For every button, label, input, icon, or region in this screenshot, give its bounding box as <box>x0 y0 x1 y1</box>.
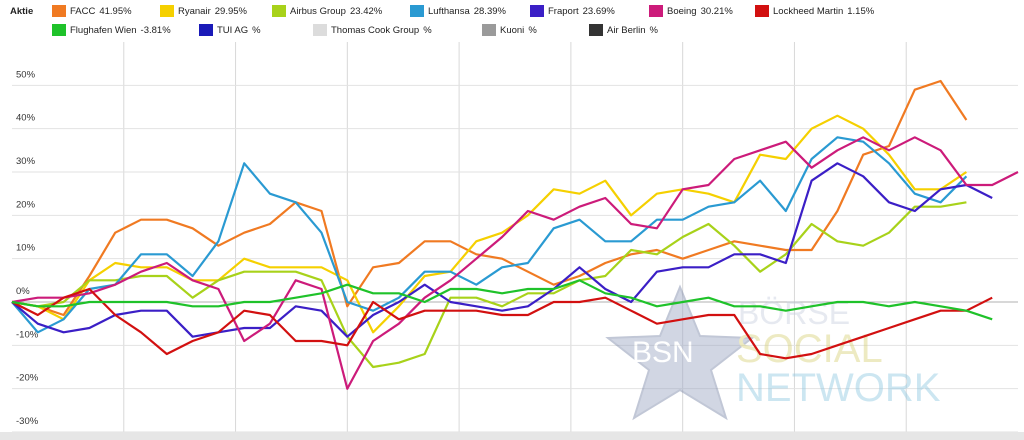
series-lines <box>11 79 1019 390</box>
legend-item-flughafen-wien[interactable]: Flughafen Wien -3.81% <box>52 23 171 37</box>
legend-series-value: % <box>649 24 658 36</box>
legend-item-boeing[interactable]: Boeing 30.21% <box>649 4 733 18</box>
legend-item-lufthansa[interactable]: Lufthansa 28.39% <box>410 4 506 18</box>
y-tick-label: 20% <box>16 199 36 210</box>
legend-title: Aktie <box>10 6 34 17</box>
x-axis-band <box>0 432 1024 440</box>
legend-item-lockheed-martin[interactable]: Lockheed Martin 1.15% <box>755 4 874 18</box>
legend-series-name: Lufthansa <box>428 5 470 17</box>
legend-item-ryanair[interactable]: Ryanair 29.95% <box>160 4 247 18</box>
legend-swatch <box>589 24 603 36</box>
legend-series-name: Flughafen Wien <box>70 24 137 36</box>
legend-series-value: % <box>528 24 537 36</box>
watermark-line2: SOCIAL <box>736 327 883 371</box>
legend-series-name: TUI AG <box>217 24 249 36</box>
legend-series-value: 1.15% <box>847 5 875 17</box>
legend-item-kuoni[interactable]: Kuoni% <box>482 23 537 37</box>
legend-series-name: Ryanair <box>178 5 211 17</box>
legend-item-tui-ag[interactable]: TUI AG% <box>199 23 261 37</box>
series-line-flughafen-wien <box>11 279 993 321</box>
y-tick-label: -20% <box>16 373 39 384</box>
legend-series-value: 28.39% <box>473 5 506 17</box>
legend-series-name: Air Berlin <box>607 24 646 36</box>
legend-swatch <box>313 24 327 36</box>
y-tick-label: -30% <box>16 416 39 427</box>
y-tick-label: 50% <box>16 69 36 80</box>
legend-item-facc[interactable]: FACC 41.95% <box>52 4 132 18</box>
watermark-badge: BSN <box>632 336 694 369</box>
legend-series-value: 30.21% <box>700 5 733 17</box>
legend-series-name: Fraport <box>548 5 579 17</box>
y-tick-label: 10% <box>16 243 36 254</box>
legend-swatch <box>530 5 544 17</box>
y-tick-label: 40% <box>16 113 36 124</box>
legend-item-airbus-group[interactable]: Airbus Group 23.42% <box>272 4 382 18</box>
series-line-boeing <box>11 136 1019 390</box>
legend-series-name: FACC <box>70 5 96 17</box>
watermark-line1: BÖRSE <box>738 295 850 331</box>
legend-item-thomas-cook-group[interactable]: Thomas Cook Group% <box>313 23 432 37</box>
series-line-facc <box>11 79 968 317</box>
series-line-airbus-group <box>11 201 967 369</box>
legend-item-fraport[interactable]: Fraport 23.69% <box>530 4 615 18</box>
legend-swatch <box>649 5 663 17</box>
series-line-lockheed-martin <box>11 287 993 360</box>
watermark-star-icon <box>605 284 755 421</box>
legend-swatch <box>52 24 66 36</box>
legend-swatch <box>52 5 66 17</box>
y-tick-label: 0% <box>16 286 30 297</box>
legend-swatch <box>410 5 424 17</box>
legend-series-value: -3.81% <box>140 24 171 36</box>
legend-swatch <box>199 24 213 36</box>
y-tick-label: 30% <box>16 156 36 167</box>
legend-series-value: 23.69% <box>582 5 615 17</box>
legend-series-value: % <box>423 24 432 36</box>
legend-swatch <box>272 5 286 17</box>
legend-series-name: Airbus Group <box>290 5 346 17</box>
legend-series-name: Thomas Cook Group <box>331 24 420 36</box>
legend-swatch <box>755 5 769 17</box>
chart-legend: Aktie FACC 41.95% Ryanair 29.95% Airbus Grou… <box>0 0 1024 44</box>
legend-series-value: 29.95% <box>214 5 247 17</box>
y-tick-label: -10% <box>16 329 39 340</box>
watermark-line3: NETWORK <box>736 366 941 410</box>
legend-series-value: % <box>252 24 261 36</box>
series-line-fraport <box>11 162 993 338</box>
legend-item-air-berlin[interactable]: Air Berlin% <box>589 23 658 37</box>
legend-series-name: Lockheed Martin <box>773 5 844 17</box>
legend-series-name: Kuoni <box>500 24 525 36</box>
legend-series-value: 41.95% <box>99 5 132 17</box>
legend-swatch <box>160 5 174 17</box>
series-line-ryanair <box>11 114 968 334</box>
legend-series-value: 23.42% <box>349 5 383 17</box>
legend-series-name: Boeing <box>667 5 697 17</box>
legend-swatch <box>482 24 496 36</box>
series-line-lufthansa <box>11 136 968 334</box>
watermark: BSN BÖRSE SOCIAL NETWORK <box>605 284 941 421</box>
